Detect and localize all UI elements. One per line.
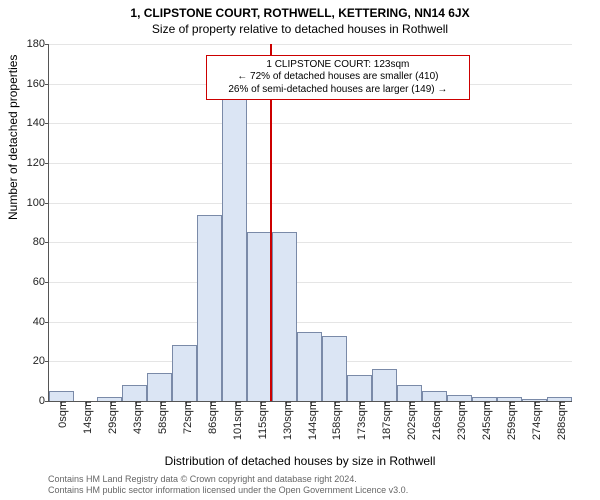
y-axis-label: Number of detached properties: [6, 55, 20, 220]
xtick-label: 259sqm: [502, 401, 518, 440]
xtick-label: 144sqm: [303, 401, 319, 440]
ytick-label: 100: [27, 197, 49, 209]
page-title: 1, CLIPSTONE COURT, ROTHWELL, KETTERING,…: [0, 0, 600, 20]
histogram-bar: [397, 385, 422, 401]
chart-area: 0204060801001201401601800sqm14sqm29sqm43…: [48, 44, 572, 402]
xtick-label: 173sqm: [352, 401, 368, 440]
annotation-line: ← 72% of detached houses are smaller (41…: [213, 71, 463, 84]
footer-line-2: Contains HM public sector information li…: [48, 485, 592, 496]
histogram-bar: [322, 336, 347, 401]
ytick-label: 120: [27, 157, 49, 169]
ytick-label: 60: [33, 276, 49, 288]
annotation-box: 1 CLIPSTONE COURT: 123sqm← 72% of detach…: [206, 55, 470, 101]
xtick-label: 58sqm: [153, 401, 169, 434]
ytick-label: 40: [33, 316, 49, 328]
xtick-label: 72sqm: [178, 401, 194, 434]
ytick-label: 160: [27, 78, 49, 90]
histogram-bar: [347, 375, 372, 401]
xtick-label: 216sqm: [427, 401, 443, 440]
histogram-bar: [372, 369, 397, 401]
xtick-label: 0sqm: [53, 401, 69, 428]
xtick-label: 115sqm: [253, 401, 269, 439]
ytick-label: 140: [27, 117, 49, 129]
annotation-line: 1 CLIPSTONE COURT: 123sqm: [213, 59, 463, 72]
xtick-label: 202sqm: [402, 401, 418, 440]
xtick-label: 230sqm: [452, 401, 468, 440]
histogram-bar: [172, 345, 197, 401]
histogram-bar: [197, 215, 222, 401]
xtick-label: 43sqm: [128, 401, 144, 434]
x-axis-label: Distribution of detached houses by size …: [0, 454, 600, 468]
histogram-bar: [247, 232, 272, 401]
page-subtitle: Size of property relative to detached ho…: [0, 20, 600, 36]
histogram-bar: [147, 373, 172, 401]
histogram-bar: [272, 232, 297, 401]
xtick-label: 14sqm: [78, 401, 94, 434]
ytick-label: 80: [33, 236, 49, 248]
annotation-line: 26% of semi-detached houses are larger (…: [213, 84, 463, 97]
xtick-label: 101sqm: [228, 401, 244, 440]
xtick-label: 274sqm: [527, 401, 543, 440]
histogram-bar: [222, 88, 247, 401]
histogram-bar: [297, 332, 322, 401]
ytick-label: 180: [27, 38, 49, 50]
xtick-label: 288sqm: [552, 401, 568, 440]
ytick-label: 20: [33, 355, 49, 367]
xtick-label: 130sqm: [278, 401, 294, 440]
xtick-label: 158sqm: [327, 401, 343, 440]
ytick-label: 0: [39, 395, 49, 407]
xtick-label: 86sqm: [203, 401, 219, 434]
xtick-label: 29sqm: [103, 401, 119, 434]
xtick-label: 187sqm: [377, 401, 393, 440]
footer-line-1: Contains HM Land Registry data © Crown c…: [48, 474, 592, 485]
plot-area: 0204060801001201401601800sqm14sqm29sqm43…: [48, 44, 572, 402]
footer-attribution: Contains HM Land Registry data © Crown c…: [0, 472, 600, 500]
histogram-bar: [49, 391, 74, 401]
histogram-bar: [122, 385, 147, 401]
xtick-label: 245sqm: [477, 401, 493, 440]
histogram-bar: [422, 391, 447, 401]
